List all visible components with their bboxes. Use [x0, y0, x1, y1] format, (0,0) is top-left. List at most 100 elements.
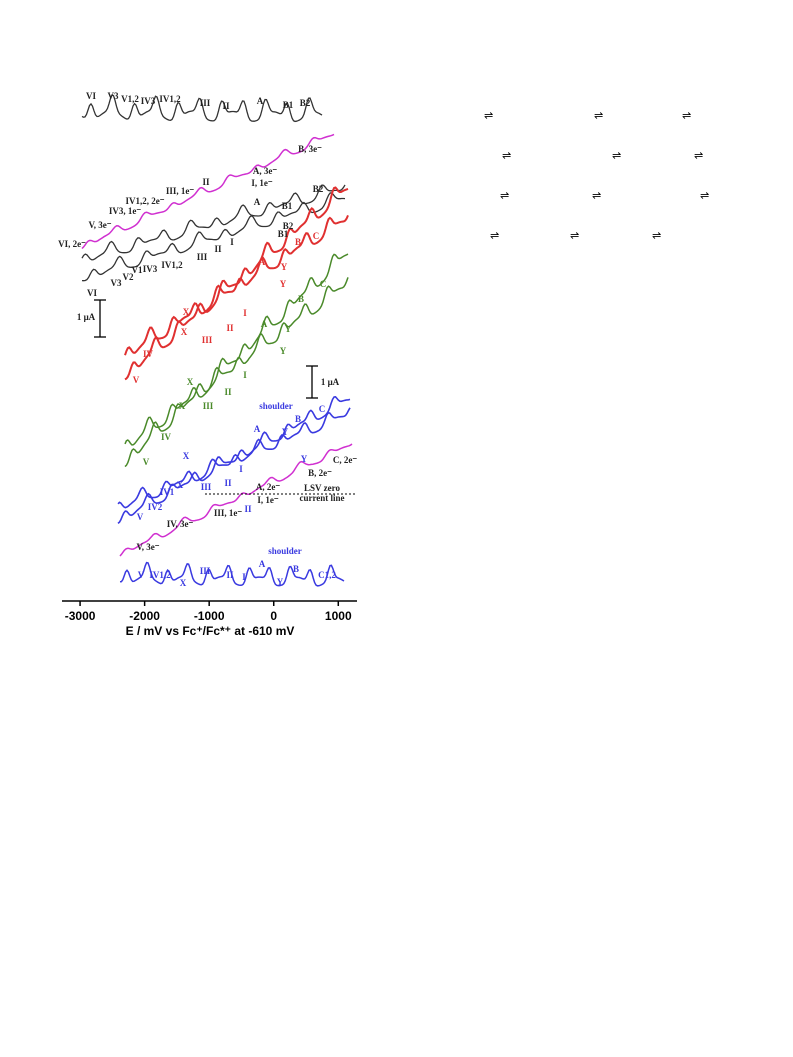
peak-label: V [138, 570, 145, 580]
peak-label: A, 2e⁻ [256, 482, 280, 492]
peak-label: II [226, 570, 234, 580]
peak-label: II [222, 101, 230, 111]
peak-label: Y [285, 324, 292, 334]
peak-label: IV, 3e⁻ [167, 519, 194, 529]
peak-label: X [180, 578, 187, 588]
cv-trace [117, 395, 351, 525]
peak-label: II [224, 387, 232, 397]
cv-trace [117, 407, 351, 509]
cv-trace [124, 277, 349, 446]
arrow: ⇌ [652, 229, 661, 242]
arrow: ⇌ [682, 109, 691, 122]
peak-label: 1 μA [321, 377, 340, 387]
peak-label: V, 3e⁻ [136, 542, 159, 552]
dpv-trace [81, 94, 323, 123]
peak-label: current line [299, 493, 344, 503]
peak-label: B, 3e⁻ [298, 144, 322, 154]
peak-label: B2 [283, 221, 294, 231]
arrow: ⇌ [500, 189, 509, 202]
peak-label: V, 3e⁻ [88, 220, 111, 230]
peak-label: shoulder [268, 546, 302, 556]
scale-bars [94, 299, 318, 399]
peak-label: IV3 [141, 96, 156, 106]
x-tick-label: -2000 [129, 609, 160, 623]
peak-label: A, 3e⁻ [253, 166, 277, 176]
arrow: ⇌ [694, 149, 703, 162]
peak-label: shoulder [259, 401, 293, 411]
peak-label: X [183, 307, 190, 317]
peak-label: B [293, 564, 299, 574]
peak-label: Y [280, 279, 287, 289]
peak-label: B, 2e⁻ [308, 468, 332, 478]
peak-label: II [214, 244, 222, 254]
peak-label: B2 [300, 98, 311, 108]
peak-label: A [254, 197, 261, 207]
peak-label: B1 [283, 100, 294, 110]
peak-label: I [243, 370, 247, 380]
cv-trace [124, 214, 349, 356]
peak-label: I [242, 572, 246, 582]
peak-label: II [244, 504, 252, 514]
arrow: ⇌ [570, 229, 579, 242]
peak-label: X [177, 480, 184, 490]
peak-label: III, 1e⁻ [214, 508, 243, 518]
peak-label: C [319, 404, 326, 414]
peak-label: Y [282, 427, 289, 437]
peak-label: V [137, 512, 144, 522]
peak-label: V1,2 [121, 94, 139, 104]
peak-label: Y [277, 577, 284, 587]
peak-label: B2 [313, 184, 324, 194]
peak-label: A [259, 559, 266, 569]
dpv-trace [119, 561, 345, 587]
lsv-trace [119, 443, 353, 557]
peak-label: IV [143, 349, 154, 359]
peak-label: IV1 [160, 487, 175, 497]
peak-label: IV1,2 [159, 94, 181, 104]
peak-label: III [200, 566, 211, 576]
arrow: ⇌ [700, 189, 709, 202]
peak-label: Y [280, 346, 287, 356]
peak-label: X [179, 401, 186, 411]
peak-label: IV1,2, 2e⁻ [126, 196, 165, 206]
peak-label: VI [87, 288, 97, 298]
peak-label: 1 μA [77, 312, 96, 322]
peak-label: C [313, 231, 320, 241]
peak-label: LSV zero [304, 483, 340, 493]
peak-label: III [201, 482, 212, 492]
peak-label: I, 1e⁻ [251, 178, 272, 188]
peak-label: V1 [132, 265, 143, 275]
peak-label: C, 2e⁻ [333, 455, 357, 465]
peak-label: Y [281, 262, 288, 272]
peak-label: IV1,2 [161, 260, 183, 270]
x-tick-label: -3000 [65, 609, 96, 623]
peak-label: B [298, 294, 304, 304]
peak-label: III [197, 252, 208, 262]
peak-label: IV3, 1e⁻ [109, 206, 141, 216]
x-tick-label: 0 [270, 609, 277, 623]
peak-label: III [202, 335, 213, 345]
arrow: ⇌ [612, 149, 621, 162]
peak-label: IV1,2 [149, 570, 171, 580]
cv-trace [81, 192, 346, 282]
peak-label: V2 [123, 272, 134, 282]
arrow: ⇌ [490, 229, 499, 242]
peak-label: C [320, 279, 327, 289]
peak-label: B1 [278, 229, 289, 239]
peak-label: IV3 [143, 264, 158, 274]
arrow: ⇌ [484, 109, 493, 122]
peak-label: Y [301, 454, 308, 464]
peak-label: II [202, 177, 210, 187]
peak-label: I [243, 308, 247, 318]
arrow: ⇌ [592, 189, 601, 202]
peak-label: A [257, 96, 264, 106]
peak-label: IV2 [148, 502, 163, 512]
peak-label: III [200, 98, 211, 108]
x-axis-label: E / mV vs Fc⁺/Fc*⁺ at -610 mV [126, 624, 295, 638]
peak-label: V3 [111, 278, 122, 288]
arrow: ⇌ [502, 149, 511, 162]
peak-label: III, 1e⁻ [166, 186, 195, 196]
peak-label: V [143, 457, 150, 467]
peak-label: V [133, 375, 140, 385]
peak-label: A [261, 319, 268, 329]
